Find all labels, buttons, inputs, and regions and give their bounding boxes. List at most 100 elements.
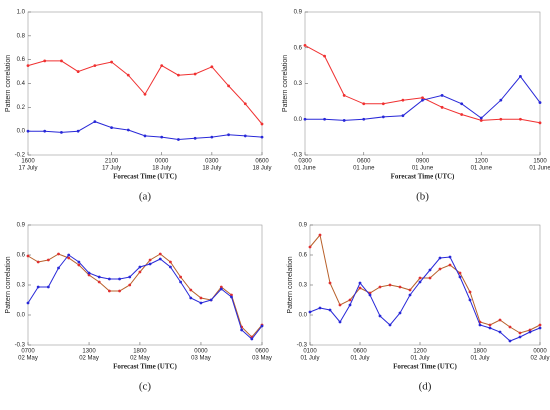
- data-point: [67, 253, 71, 257]
- data-point: [538, 121, 542, 125]
- data-point: [118, 277, 121, 281]
- data-point: [381, 115, 385, 119]
- data-point: [338, 320, 342, 324]
- data-point: [518, 331, 522, 335]
- data-point: [230, 293, 233, 297]
- data-point: [328, 308, 332, 312]
- data-point: [498, 330, 502, 334]
- x-tick-label: 0000: [194, 349, 208, 355]
- y-tick-label: 0.2: [17, 105, 26, 111]
- series-line: [27, 60, 263, 125]
- data-point: [126, 73, 130, 77]
- x-tick-label: 0600: [357, 159, 371, 165]
- data-point: [303, 117, 307, 121]
- data-point: [169, 260, 172, 264]
- data-point: [342, 94, 346, 97]
- y-tick-label: 0.6: [299, 253, 308, 259]
- caption: (c): [139, 381, 152, 393]
- data-point: [378, 285, 382, 289]
- data-point: [538, 101, 542, 104]
- data-point: [138, 270, 142, 274]
- data-point: [260, 135, 264, 139]
- data-point: [388, 323, 392, 327]
- data-point: [418, 280, 422, 284]
- x-tick-label: 1500: [533, 159, 547, 165]
- data-point: [219, 287, 223, 291]
- data-point: [518, 335, 522, 339]
- data-point: [448, 263, 452, 267]
- data-point: [97, 280, 101, 284]
- data-point: [440, 105, 444, 109]
- data-point: [498, 318, 502, 322]
- data-point: [440, 94, 444, 97]
- x-tick-date: 01 June: [294, 166, 316, 172]
- data-point: [499, 117, 503, 121]
- data-point: [408, 293, 412, 297]
- y-axis-label: Pattern correlation: [287, 256, 294, 313]
- x-tick-date: 01 June: [471, 166, 493, 172]
- data-point: [230, 295, 233, 299]
- data-point: [328, 281, 332, 285]
- data-point: [538, 326, 542, 330]
- data-point: [468, 290, 472, 294]
- data-point: [57, 252, 60, 256]
- data-point: [193, 136, 197, 140]
- data-point: [128, 283, 132, 287]
- data-point: [421, 96, 424, 100]
- data-point: [381, 102, 385, 106]
- x-tick-date: 18 July: [152, 166, 171, 172]
- data-point: [93, 64, 97, 68]
- data-point: [528, 330, 532, 334]
- data-point: [60, 130, 63, 134]
- data-point: [60, 59, 63, 63]
- x-tick-label: 1200: [413, 349, 427, 355]
- data-point: [160, 64, 164, 68]
- data-point: [43, 129, 47, 133]
- x-tick-date: 01 July: [410, 356, 429, 362]
- data-point: [479, 119, 483, 122]
- x-tick-date: 03 May: [191, 356, 211, 362]
- x-tick-label: 0600: [353, 349, 367, 355]
- data-point: [118, 289, 121, 293]
- data-point: [87, 273, 91, 277]
- data-point: [528, 328, 532, 332]
- data-point: [199, 301, 203, 305]
- data-point: [227, 84, 230, 88]
- x-tick-label: 0600: [255, 159, 269, 165]
- data-point: [398, 285, 402, 289]
- y-tick-label: 0.9: [299, 223, 308, 229]
- y-tick-label: 0.9: [17, 223, 26, 229]
- data-point: [143, 134, 147, 138]
- data-point: [76, 70, 80, 73]
- x-tick-label: 0300: [205, 159, 219, 165]
- y-tick-label: 0.6: [294, 45, 303, 51]
- x-tick-label: 1800: [473, 349, 487, 355]
- data-point: [488, 323, 492, 327]
- plot-frame: [304, 11, 541, 156]
- data-point: [318, 233, 322, 237]
- data-point: [240, 328, 244, 332]
- data-point: [260, 324, 264, 328]
- x-tick-date: 02 May: [18, 356, 38, 362]
- data-point: [107, 277, 111, 281]
- x-tick-date: 01 July: [300, 356, 319, 362]
- data-point: [362, 117, 366, 121]
- data-point: [26, 129, 30, 133]
- data-point: [460, 113, 464, 116]
- x-tick-date: 02 May: [79, 356, 99, 362]
- x-tick-label: 0100: [303, 349, 317, 355]
- y-tick-label: 0.0: [294, 117, 303, 123]
- data-point: [243, 102, 247, 106]
- data-point: [519, 117, 522, 121]
- x-tick-date: 18 July: [252, 166, 271, 172]
- data-point: [438, 267, 442, 271]
- series-line: [27, 253, 263, 338]
- data-point: [77, 260, 81, 264]
- data-point: [458, 275, 462, 279]
- data-point: [158, 257, 162, 261]
- x-tick-label: 0900: [416, 159, 430, 165]
- data-point: [210, 65, 214, 69]
- y-tick-label: 0.0: [299, 313, 308, 319]
- x-tick-date: 02 July: [530, 356, 549, 362]
- data-point: [303, 43, 307, 47]
